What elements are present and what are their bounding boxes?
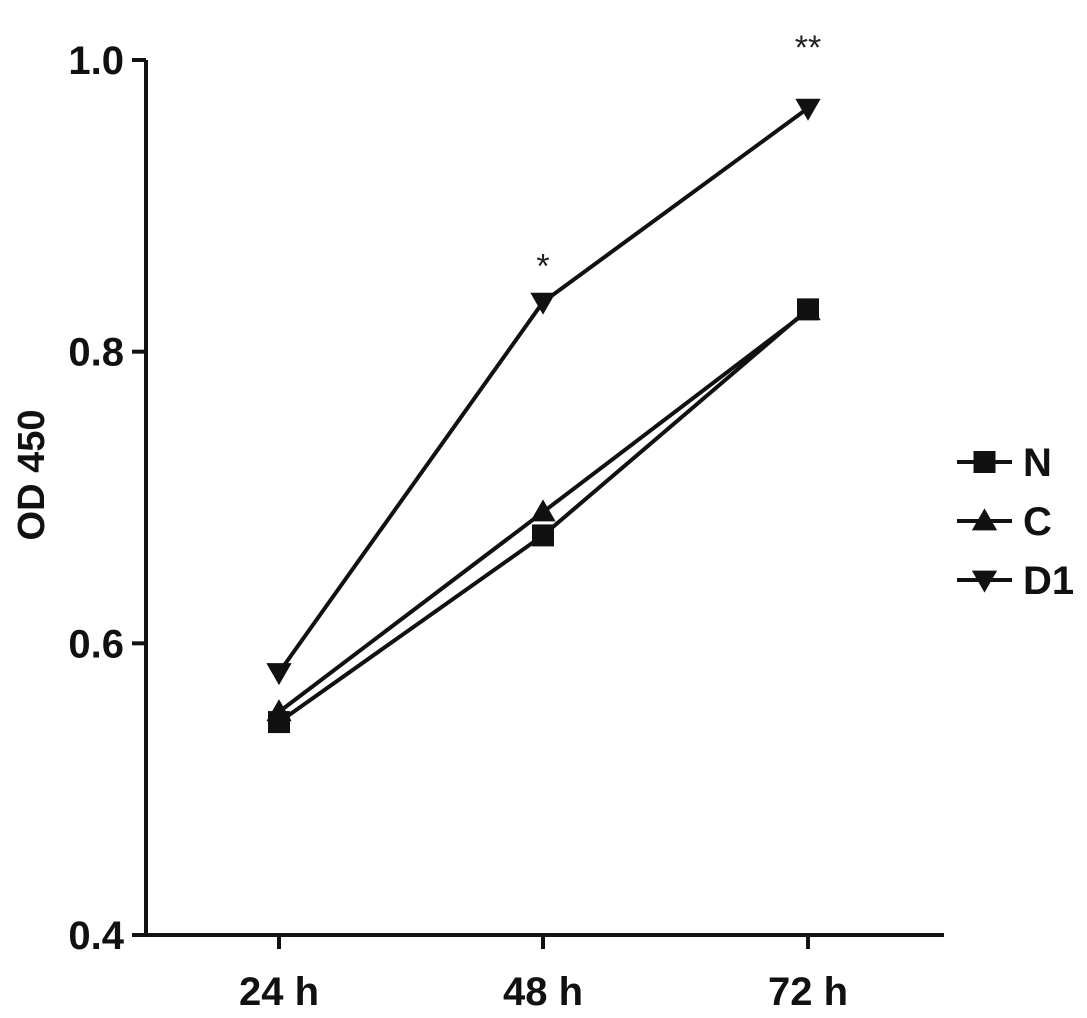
x-tick-label: 72 h	[768, 970, 848, 1014]
y-ticks: 0.4 0.6 0.8 1.0	[68, 39, 146, 958]
axes	[144, 60, 944, 937]
data-point	[530, 292, 556, 315]
legend-item-d1: D1	[957, 559, 1074, 603]
y-tick-label: 0.8	[68, 331, 124, 375]
data-point	[795, 298, 821, 321]
significance-marker: *	[536, 248, 549, 286]
legend-marker	[971, 570, 998, 593]
legend-marker	[971, 508, 998, 531]
x-tick-label: 24 h	[239, 970, 319, 1014]
series-c	[266, 298, 821, 722]
legend: NC D1	[957, 441, 1074, 603]
series-layer	[266, 98, 821, 734]
legend-marker	[973, 451, 996, 473]
series-d1	[266, 98, 821, 686]
data-point	[795, 98, 821, 121]
data-point	[532, 524, 554, 547]
y-tick-label: 0.6	[68, 622, 124, 666]
legend-label: C	[1023, 500, 1052, 544]
y-tick-label: 1.0	[68, 39, 124, 83]
data-point	[266, 699, 292, 722]
series-line	[277, 106, 810, 674]
legend-item-n: N	[957, 441, 1052, 485]
legend-label: D1	[1023, 559, 1074, 603]
legend-label: N	[1023, 441, 1052, 485]
legend-item-c: C	[957, 500, 1052, 544]
data-point	[266, 663, 292, 686]
x-tick-label: 48 h	[503, 970, 583, 1014]
annotations: ***	[536, 29, 821, 286]
significance-marker: **	[795, 29, 821, 67]
data-point	[530, 499, 556, 522]
x-ticks: 24 h 48 h 72 h	[239, 935, 848, 1014]
y-tick-label: 0.4	[68, 914, 124, 958]
y-axis-title: OD 450	[11, 410, 53, 541]
